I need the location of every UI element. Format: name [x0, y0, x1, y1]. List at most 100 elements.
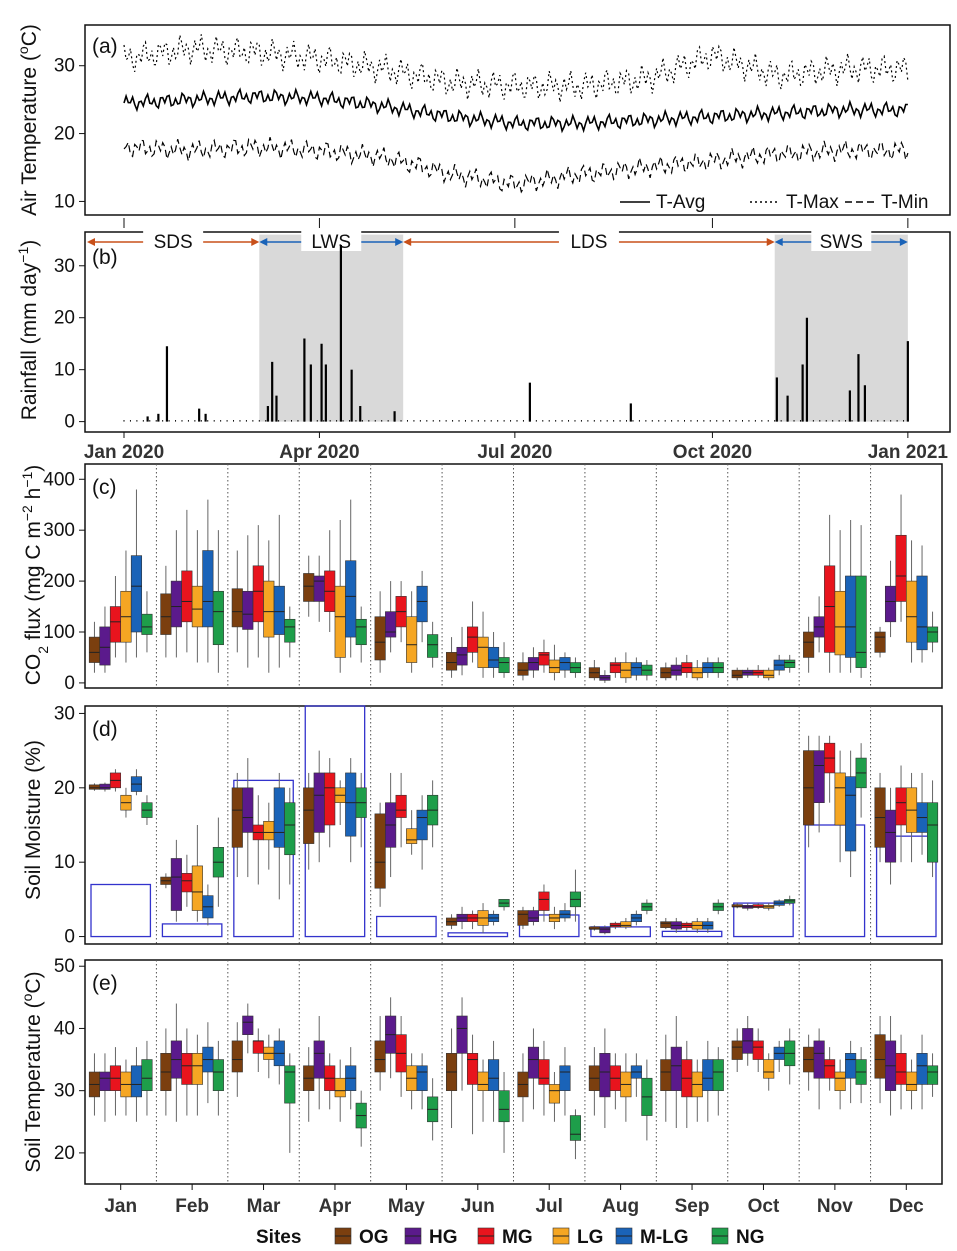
box-ng [855, 575, 867, 668]
box-m-lg [845, 575, 857, 658]
box-ng [926, 1065, 939, 1085]
box-mg [395, 794, 407, 818]
box-m-lg [487, 1059, 500, 1091]
box-ng [427, 634, 439, 658]
box-lg [334, 585, 346, 658]
box-hg [242, 787, 254, 833]
box-m-lg [559, 1065, 571, 1091]
box-og [517, 910, 529, 926]
month-label-jun: Jun [461, 1196, 495, 1217]
box-lg [191, 865, 203, 911]
legend-label-t-max: T-Max [786, 192, 839, 213]
box-hg [170, 858, 182, 911]
box-m-lg [916, 575, 928, 651]
box-m-lg [416, 585, 428, 623]
legend-label-lg: LG [577, 1227, 603, 1248]
y-axis-label: Soil Moisture (%) [22, 740, 45, 900]
month-label-nov: Nov [817, 1196, 853, 1217]
legend-label-t-min: T-Min [881, 192, 929, 213]
legend-label-og: OG [359, 1227, 389, 1248]
legend-label-ng: NG [736, 1227, 765, 1248]
box-og [374, 1040, 386, 1073]
box-ng [569, 1115, 582, 1141]
series-line-t-avg [123, 87, 908, 134]
box-lg [905, 580, 918, 643]
box-ng [212, 1059, 224, 1091]
legend-label-hg: HG [429, 1227, 458, 1248]
series-line-t-max [123, 34, 909, 103]
panel-b-label: (b) [92, 246, 118, 269]
box-lg [334, 1077, 346, 1098]
box-ng [284, 1065, 296, 1104]
y-tick-label: 0 [64, 412, 75, 433]
monthly-rainfall-bar [161, 923, 223, 938]
box-lg [406, 616, 418, 663]
y-tick-label: 10 [54, 360, 75, 381]
season-label-bg [558, 231, 619, 251]
season-label-bg [301, 231, 362, 251]
box-og [231, 1040, 243, 1073]
y-tick-label: 20 [54, 308, 75, 329]
box-mg [181, 570, 193, 623]
box-mg [824, 565, 836, 653]
panel-a-air-temperature: (a) 10 20 30 Air Temperature (oC) T-Avg T-Max T… [15, 24, 951, 216]
box-m-lg [345, 772, 357, 837]
legend-label-t-avg: T-Avg [656, 192, 705, 213]
y-tick-label: 300 [43, 520, 75, 541]
panel-a-frame [84, 24, 951, 216]
box-mg [752, 1040, 764, 1060]
panel-a-label: (a) [92, 35, 118, 58]
box-hg [456, 646, 468, 666]
box-lg [763, 669, 775, 679]
month-label-sep: Sep [675, 1196, 710, 1217]
panel-e-soil-temperature: 20 30 40 50 (e) Soil Temperature (oC) [19, 956, 943, 1185]
y-tick-label: 30 [54, 1081, 75, 1102]
box-hg [884, 809, 897, 863]
box-lg [406, 828, 418, 844]
box-hg [313, 575, 325, 602]
y-tick-label: 20 [54, 1143, 75, 1164]
box-m-lg [845, 1053, 857, 1079]
box-m-lg [630, 662, 642, 676]
box-ng [355, 618, 367, 646]
box-m-lg [273, 787, 285, 848]
box-hg [385, 611, 397, 638]
box-ng [284, 618, 296, 643]
box-m-lg [559, 657, 571, 671]
season-label-sds: SDS [154, 232, 193, 253]
box-og [303, 573, 315, 602]
y-tick-label: 30 [54, 256, 75, 277]
box-hg [527, 1046, 540, 1079]
box-hg [527, 657, 540, 671]
box-hg [813, 750, 825, 803]
box-m-lg [845, 776, 857, 852]
season-arrowhead [403, 238, 412, 246]
box-ng [498, 1090, 510, 1123]
monthly-rainfall-bar [447, 932, 509, 938]
monthly-rainfall-bar [733, 902, 794, 938]
y-axis-label: Rainfall (mm day−1) [15, 240, 41, 421]
box-mg [538, 652, 550, 666]
month-label-jul: Jul [535, 1196, 562, 1217]
box-lg [191, 585, 203, 628]
month-label-may: May [388, 1196, 425, 1217]
box-lg [905, 1071, 918, 1091]
y-tick-label: 200 [43, 571, 75, 592]
box-mg [252, 565, 264, 623]
box-ng [141, 613, 153, 635]
month-label-feb: Feb [175, 1196, 209, 1217]
season-arrowhead [87, 238, 95, 246]
season-arrowhead [899, 238, 908, 246]
season-arrowhead [251, 238, 260, 246]
box-hg [99, 626, 111, 666]
box-og [88, 784, 101, 790]
date-tick-label: Jul 2020 [477, 442, 552, 463]
box-mg [538, 891, 550, 911]
y-tick-label: 10 [54, 191, 75, 212]
date-tick-label: Oct 2020 [673, 442, 752, 463]
date-tick-label: Apr 2020 [279, 442, 359, 463]
y-tick-label: 400 [43, 469, 75, 490]
box-m-lg [487, 646, 500, 668]
box-mg [538, 1059, 550, 1085]
